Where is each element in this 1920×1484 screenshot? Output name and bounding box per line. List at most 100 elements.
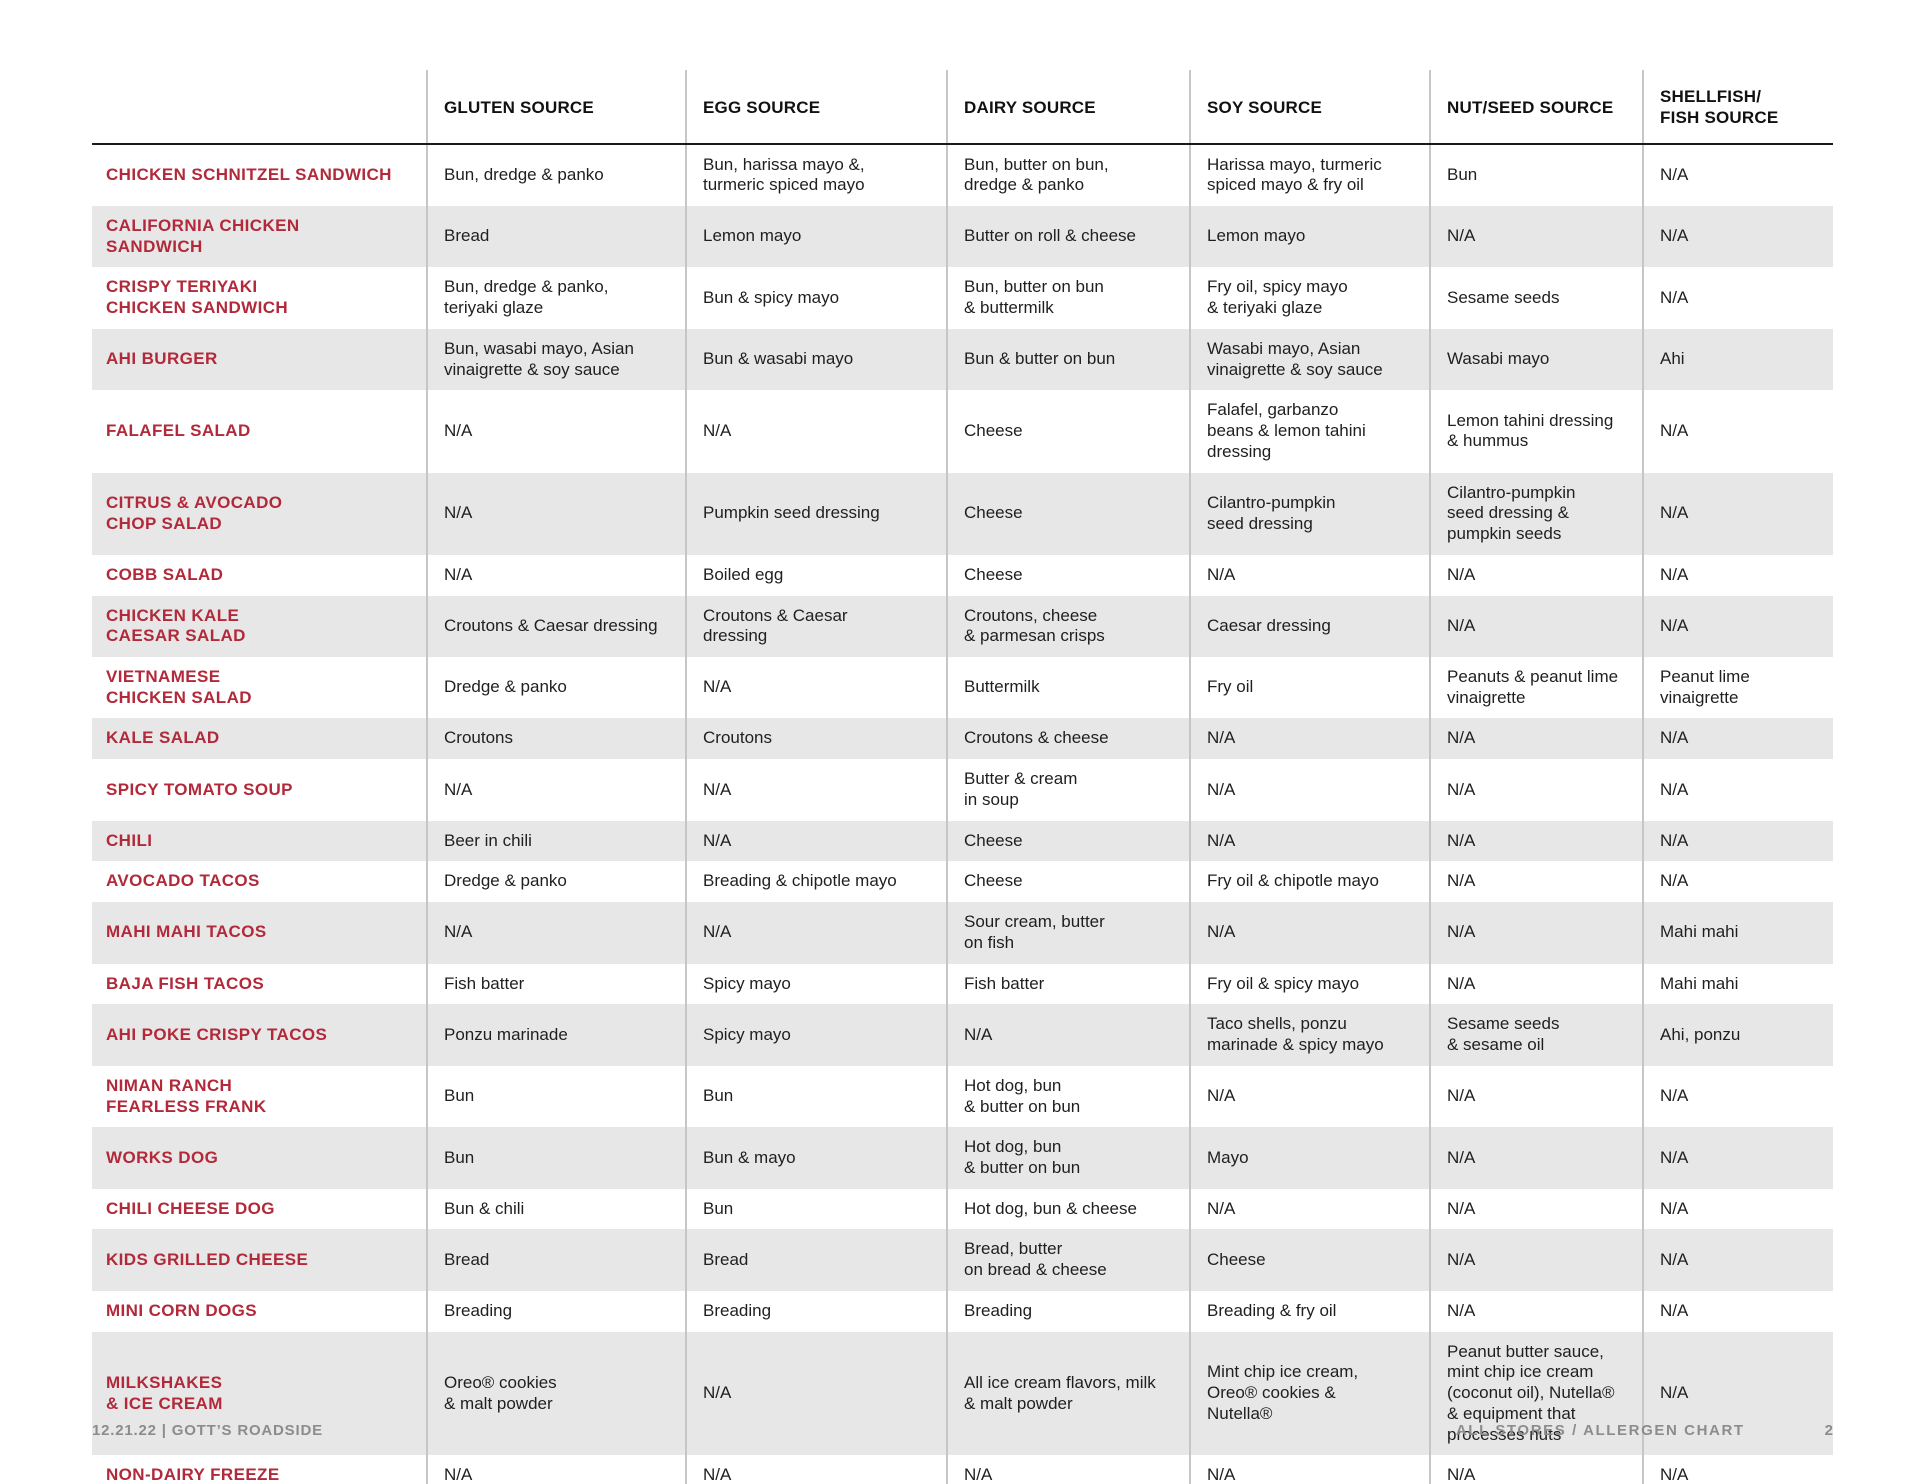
shellfish-fish-source-cell: N/A <box>1642 554 1833 596</box>
table-row: AVOCADO TACOS Dredge & panko Breading & … <box>92 861 1833 903</box>
menu-item-name: CITRUS & AVOCADO CHOP SALAD <box>106 492 283 533</box>
nut-seed-source-cell: N/A <box>1429 861 1643 903</box>
nut-seed-source-cell: Sesame seeds & sesame oil <box>1429 1004 1643 1066</box>
table-row: MILKSHAKES & ICE CREAM Oreo® cookies & m… <box>92 1331 1833 1456</box>
dairy-source-cell: Sour cream, butter on fish <box>946 902 1190 964</box>
menu-item-name: FALAFEL SALAD <box>106 421 251 441</box>
egg-source-cell: N/A <box>685 390 947 473</box>
shellfish-fish-source-cell: N/A <box>1642 595 1833 657</box>
shellfish-fish-source-cell: N/A <box>1642 1331 1833 1456</box>
menu-item-name: CHILI CHEESE DOG <box>106 1198 275 1218</box>
menu-item-name: MINI CORN DOGS <box>106 1300 258 1320</box>
table-row: MAHI MAHI TACOS N/A N/A Sour cream, butt… <box>92 902 1833 964</box>
table-row: NON-DAIRY FREEZE N/A N/A N/A N/A N/A N/A <box>92 1455 1833 1484</box>
menu-item-name: BAJA FISH TACOS <box>106 973 265 993</box>
page-number: 2 <box>1824 1422 1833 1439</box>
egg-source-cell: N/A <box>685 902 947 964</box>
nut-seed-source-cell: Cilantro-pumpkin seed dressing & pumpkin… <box>1429 472 1643 555</box>
shellfish-fish-source-cell: N/A <box>1642 205 1833 268</box>
shellfish-fish-source-cell: N/A <box>1642 1188 1833 1230</box>
soy-source-cell: N/A <box>1189 1188 1430 1230</box>
gluten-source-cell: N/A <box>426 759 686 821</box>
table-row: CHICKEN KALE CAESAR SALAD Croutons & Cae… <box>92 595 1833 657</box>
soy-source-cell: N/A <box>1189 1455 1430 1484</box>
gluten-source-cell: Croutons <box>426 718 686 760</box>
table-row: NIMAN RANCH FEARLESS FRANK Bun Bun Hot d… <box>92 1065 1833 1128</box>
egg-source-cell: Spicy mayo <box>685 963 947 1005</box>
egg-source-cell: Bun & spicy mayo <box>685 267 947 329</box>
shellfish-fish-source-cell: N/A <box>1642 1127 1833 1189</box>
egg-source-cell: Bun <box>685 1065 947 1128</box>
page-footer: 12.21.22 | GOTT’S ROADSIDE ALL STORES / … <box>92 1422 1833 1439</box>
footer-date-brand: 12.21.22 | GOTT’S ROADSIDE <box>92 1422 323 1439</box>
soy-source-cell: N/A <box>1189 718 1430 760</box>
egg-source-cell: Lemon mayo <box>685 205 947 268</box>
nut-seed-source-cell: Peanuts & peanut lime vinaigrette <box>1429 656 1643 719</box>
shellfish-fish-source-cell: Peanut lime vinaigrette <box>1642 656 1833 719</box>
dairy-source-cell: Hot dog, bun & cheese <box>946 1188 1190 1230</box>
soy-source-cell: Cilantro-pumpkin seed dressing <box>1189 472 1430 555</box>
dairy-source-cell: Bread, butter on bread & cheese <box>946 1229 1190 1291</box>
allergen-table: GLUTEN SOURCE EGG SOURCE DAIRY SOURCE SO… <box>92 70 1833 1484</box>
soy-source-cell: Taco shells, ponzu marinade & spicy mayo <box>1189 1004 1430 1066</box>
dairy-source-cell: N/A <box>946 1004 1190 1066</box>
gluten-source-cell: Fish batter <box>426 963 686 1005</box>
dairy-source-cell: All ice cream flavors, milk & malt powde… <box>946 1331 1190 1456</box>
table-row: COBB SALAD N/A Boiled egg Cheese N/A N/A… <box>92 554 1833 596</box>
soy-source-cell: Fry oil <box>1189 656 1430 719</box>
nut-seed-source-cell: N/A <box>1429 1229 1643 1291</box>
shellfish-fish-source-cell: N/A <box>1642 759 1833 821</box>
soy-source-cell: Fry oil & chipotle mayo <box>1189 861 1430 903</box>
egg-source-cell: N/A <box>685 656 947 719</box>
dairy-source-cell: Cheese <box>946 861 1190 903</box>
gluten-source-cell: Croutons & Caesar dressing <box>426 595 686 657</box>
egg-source-cell: Spicy mayo <box>685 1004 947 1066</box>
dairy-source-cell: Croutons, cheese & parmesan crisps <box>946 595 1190 657</box>
nut-seed-source-cell: N/A <box>1429 205 1643 268</box>
nut-seed-source-cell: N/A <box>1429 963 1643 1005</box>
nut-seed-source-cell: N/A <box>1429 595 1643 657</box>
menu-item-name: KIDS GRILLED CHEESE <box>106 1249 309 1269</box>
egg-source-cell: Pumpkin seed dressing <box>685 472 947 555</box>
dairy-source-cell: Hot dog, bun & butter on bun <box>946 1065 1190 1128</box>
nut-seed-source-cell: N/A <box>1429 902 1643 964</box>
shellfish-fish-source-cell: N/A <box>1642 718 1833 760</box>
soy-source-cell: Fry oil, spicy mayo & teriyaki glaze <box>1189 267 1430 329</box>
soy-source-cell: Harissa mayo, turmeric spiced mayo & fry… <box>1189 143 1430 206</box>
shellfish-fish-source-cell: N/A <box>1642 1455 1833 1484</box>
column-header-gluten: GLUTEN SOURCE <box>426 70 686 145</box>
nut-seed-source-cell: N/A <box>1429 1455 1643 1484</box>
shellfish-fish-source-cell: N/A <box>1642 143 1833 206</box>
gluten-source-cell: N/A <box>426 902 686 964</box>
column-header-dairy: DAIRY SOURCE <box>946 70 1190 145</box>
table-row: VIETNAMESE CHICKEN SALAD Dredge & panko … <box>92 656 1833 719</box>
shellfish-fish-source-cell: N/A <box>1642 390 1833 473</box>
menu-item-name: CRISPY TERIYAKI CHICKEN SANDWICH <box>106 277 289 318</box>
gluten-source-cell: Beer in chili <box>426 820 686 862</box>
soy-source-cell: N/A <box>1189 902 1430 964</box>
shellfish-fish-source-cell: N/A <box>1642 1065 1833 1128</box>
dairy-source-cell: Bun & butter on bun <box>946 328 1190 391</box>
nut-seed-source-cell: N/A <box>1429 1188 1643 1230</box>
dairy-source-cell: Fish batter <box>946 963 1190 1005</box>
egg-source-cell: N/A <box>685 759 947 821</box>
egg-source-cell: Croutons & Caesar dressing <box>685 595 947 657</box>
gluten-source-cell: N/A <box>426 472 686 555</box>
shellfish-fish-source-cell: N/A <box>1642 861 1833 903</box>
gluten-source-cell: Dredge & panko <box>426 861 686 903</box>
soy-source-cell: Breading & fry oil <box>1189 1290 1430 1332</box>
menu-item-name: COBB SALAD <box>106 564 224 584</box>
table-row: WORKS DOG Bun Bun & mayo Hot dog, bun & … <box>92 1127 1833 1189</box>
shellfish-fish-source-cell: N/A <box>1642 472 1833 555</box>
menu-item-name: AHI POKE CRISPY TACOS <box>106 1024 328 1044</box>
gluten-source-cell: Bun <box>426 1127 686 1189</box>
menu-item-name: NIMAN RANCH FEARLESS FRANK <box>106 1075 267 1116</box>
gluten-source-cell: Breading <box>426 1290 686 1332</box>
dairy-source-cell: Cheese <box>946 472 1190 555</box>
dairy-source-cell: Buttermilk <box>946 656 1190 719</box>
nut-seed-source-cell: N/A <box>1429 718 1643 760</box>
menu-item-name: MILKSHAKES & ICE CREAM <box>106 1372 223 1413</box>
nut-seed-source-cell: N/A <box>1429 554 1643 596</box>
egg-source-cell: Boiled egg <box>685 554 947 596</box>
